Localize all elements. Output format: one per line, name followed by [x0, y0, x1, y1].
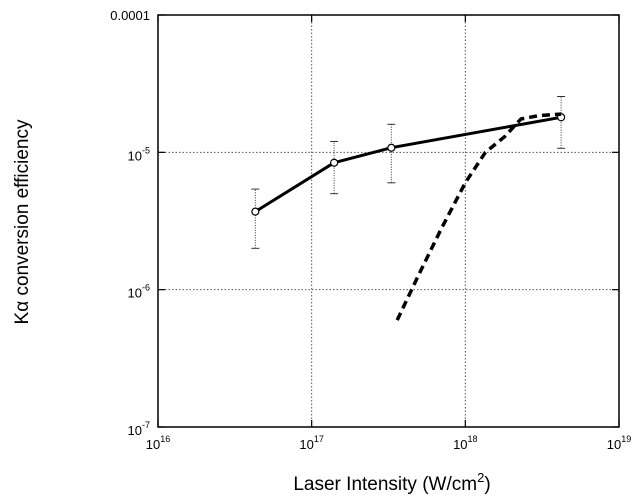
x-axis-label: Laser Intensity (W/cm2) [293, 470, 490, 495]
x-tick-label: 1019 [607, 434, 631, 452]
x-tick-label: 1018 [453, 434, 477, 452]
y-tick-label: 10-7 [128, 420, 150, 438]
y-tick-label: 10-5 [128, 145, 150, 163]
dashed-series-line [395, 112, 562, 321]
axis-ticks: 1016 1017 1018 1019 0.0001 10-5 10-6 10-7 [110, 8, 631, 452]
data-point [387, 143, 396, 152]
y-tick-label: 0.0001 [110, 8, 150, 23]
data-point [330, 158, 339, 167]
series-layer [251, 96, 566, 321]
data-point [251, 207, 260, 216]
plot-frame [157, 14, 620, 428]
y-tick-label: 10-6 [128, 283, 150, 301]
x-tick-label: 1017 [299, 434, 323, 452]
y-axis-label: Kα conversion efficiency [12, 119, 33, 324]
solid-series-line [254, 115, 562, 213]
x-tick-label: 1016 [146, 434, 170, 452]
grid-lines [158, 15, 619, 427]
